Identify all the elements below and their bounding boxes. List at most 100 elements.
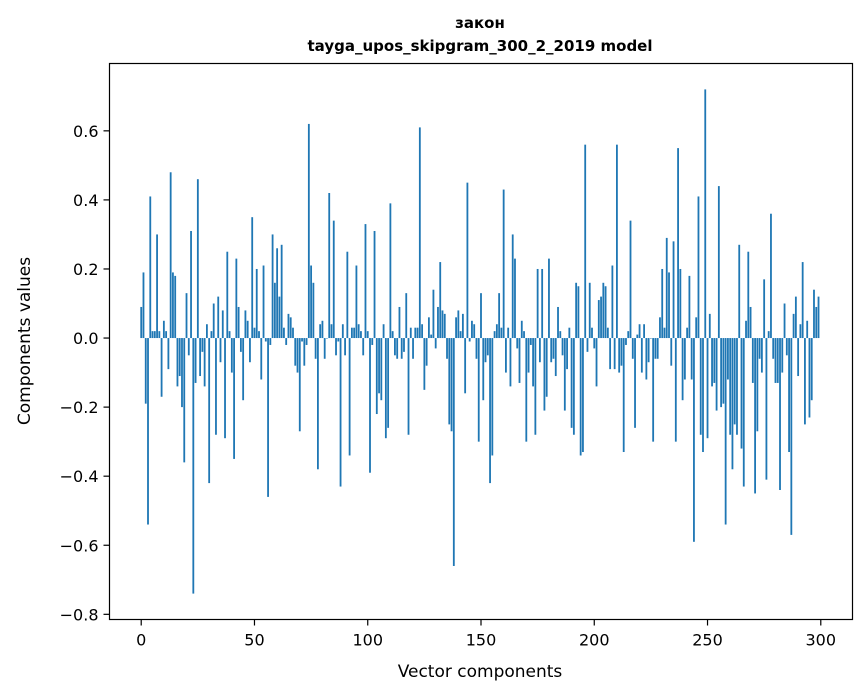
bar [781,338,784,373]
bar [301,338,303,342]
bar [595,338,598,387]
y-tick-label: 0.4 [73,191,98,210]
bar [185,293,188,339]
bar [817,296,820,339]
bar [586,338,589,352]
bar [742,338,745,487]
bar [330,324,333,339]
bar [412,338,414,359]
bar [183,338,186,463]
bar [378,338,380,394]
bar [554,338,557,377]
bar [160,338,163,397]
bar [794,296,797,339]
bar [459,331,462,339]
bar [495,324,498,339]
bar [298,338,301,432]
bar [736,338,738,435]
bar [767,331,770,339]
bar [344,338,346,356]
bar [348,338,351,456]
y-tick-label: −0.2 [60,398,99,417]
bar [697,196,700,339]
bar [403,338,405,352]
bar [720,338,723,408]
bar [396,338,399,359]
bar [149,196,152,339]
bar [543,338,546,411]
bar [572,338,575,435]
bar [529,338,532,345]
bar [382,324,385,339]
bar [588,282,591,339]
bar [398,306,401,339]
bar [350,327,353,339]
bar [217,296,220,339]
bar [536,268,539,339]
bar [772,338,775,359]
bar [310,265,313,339]
bar [493,331,496,339]
bar [258,331,260,339]
bar [441,310,444,339]
bar [670,338,673,366]
bar [144,338,147,404]
bar [799,324,802,339]
bar [215,338,217,435]
bar [702,338,704,453]
bar [335,338,337,356]
y-tick-label: −0.8 [60,605,99,624]
bar [194,338,197,383]
bar [400,338,403,359]
bar [792,313,795,339]
bar [577,286,580,339]
bar [656,338,659,359]
bar [683,338,686,380]
bar [437,306,439,339]
bar [776,338,779,383]
bar [414,327,417,339]
bar [659,317,661,339]
bar [611,265,614,339]
bar [292,327,294,339]
x-tick-label: 200 [579,631,610,650]
bar [448,338,451,425]
bar [457,310,460,339]
bar [339,338,342,487]
bar [452,338,455,566]
y-tick-label: −0.4 [60,467,99,486]
bar [394,338,396,356]
bar [264,338,267,342]
bar [638,324,641,339]
bar [557,306,559,339]
bar [473,324,476,339]
bar [355,265,358,339]
bar [287,313,290,339]
bar [239,338,242,352]
bar [584,144,587,339]
bar [674,338,677,442]
bar [708,313,711,339]
bar [405,293,408,339]
bar [593,338,596,349]
bar [369,338,371,473]
bar [711,338,713,387]
bar [527,338,530,373]
bar [677,148,679,339]
bar [486,338,489,356]
bar [804,338,806,425]
bar [307,123,310,339]
bar [468,338,471,342]
bar [765,338,768,480]
bar [706,338,709,439]
bar [681,338,684,401]
bar [774,338,777,383]
bar [717,186,720,339]
bar [337,338,340,342]
bar [568,327,571,339]
bar [387,338,390,428]
bar [629,220,632,339]
bar [314,338,317,359]
bar [760,338,763,373]
bar [622,338,625,453]
